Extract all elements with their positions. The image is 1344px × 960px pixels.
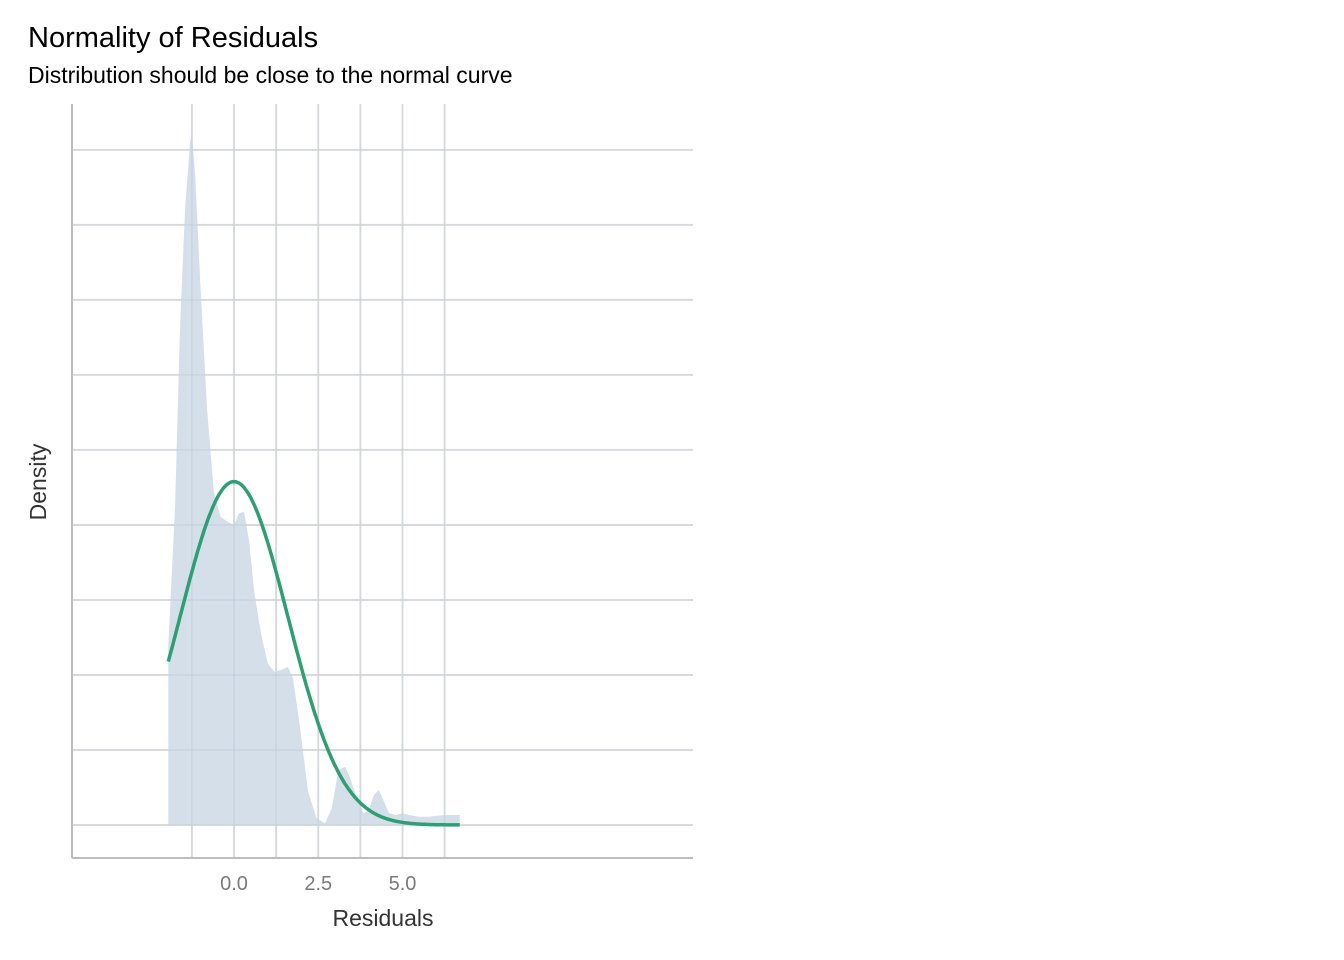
chart-subtitle: Distribution should be close to the norm… <box>28 62 513 88</box>
density-layer <box>72 104 693 858</box>
x-axis-title: Residuals <box>333 905 434 931</box>
x-tick-label: 2.5 <box>304 873 332 895</box>
y-axis-title: Density <box>25 443 51 520</box>
x-tick-labels: 0.0 2.5 5.0 <box>220 873 416 895</box>
x-tick-label: 0.0 <box>220 873 248 895</box>
axis-layer <box>71 104 693 859</box>
grid-layer <box>72 104 693 858</box>
normal-curve-layer <box>166 479 461 827</box>
chart-title: Normality of Residuals <box>28 22 319 54</box>
x-tick-label: 5.0 <box>389 873 417 895</box>
normal-curve-line <box>166 479 461 827</box>
density-area <box>168 136 460 825</box>
